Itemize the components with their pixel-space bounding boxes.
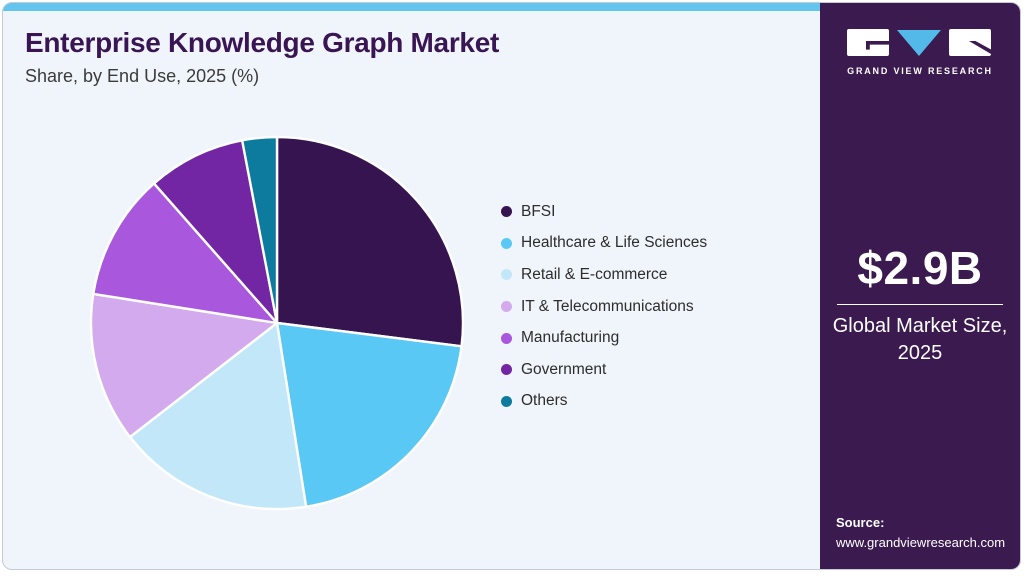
legend-swatch-icon bbox=[501, 364, 512, 376]
legend-label: Manufacturing bbox=[521, 329, 620, 347]
legend-swatch-icon bbox=[501, 206, 512, 218]
pie-slice-government bbox=[152, 139, 279, 325]
pie-slice-it-telecommunications bbox=[89, 292, 279, 439]
logo-r-slash bbox=[969, 41, 991, 54]
legend-item-bfsi: BFSI bbox=[501, 196, 707, 228]
logo-g-notch bbox=[866, 41, 889, 50]
pie-slice-bfsi bbox=[275, 135, 465, 348]
header: Enterprise Knowledge Graph Market Share,… bbox=[25, 27, 499, 87]
sidebar: GRAND VIEW RESEARCH $2.9B Global Market … bbox=[820, 3, 1020, 569]
legend-swatch-icon bbox=[501, 269, 512, 281]
brand-name: GRAND VIEW RESEARCH bbox=[847, 66, 993, 76]
legend-label: Government bbox=[521, 360, 607, 378]
market-size-value: $2.9B bbox=[857, 242, 983, 294]
divider bbox=[837, 304, 1003, 305]
legend-item-manufacturing: Manufacturing bbox=[501, 322, 707, 354]
pie-chart bbox=[89, 135, 465, 511]
legend-swatch-icon bbox=[501, 395, 512, 407]
pie-slice-manufacturing bbox=[92, 182, 279, 325]
page-subtitle: Share, by End Use, 2025 (%) bbox=[25, 66, 260, 86]
legend: BFSI Healthcare & Life Sciences Retail & E… bbox=[501, 196, 707, 417]
legend-label: Healthcare & Life Sciences bbox=[521, 234, 708, 252]
legend-label: IT & Telecommunications bbox=[521, 297, 694, 315]
legend-item-retail-e-commerce: Retail & E-commerce bbox=[501, 259, 707, 291]
legend-label: BFSI bbox=[521, 202, 556, 220]
logo-v-triangle bbox=[897, 30, 941, 56]
pie-slice-retail-e-commerce bbox=[128, 321, 308, 511]
legend-label: Others bbox=[521, 392, 568, 410]
source-block: Source: www.grandviewresearch.com bbox=[836, 513, 1005, 553]
legend-item-healthcare-life-sciences: Healthcare & Life Sciences bbox=[501, 228, 707, 260]
logo-r-block bbox=[949, 29, 991, 56]
pie-slice-others bbox=[240, 135, 279, 325]
legend-swatch-icon bbox=[501, 237, 512, 249]
market-size-label: Global Market Size, 2025 bbox=[832, 315, 1008, 364]
source-url-link[interactable]: www.grandviewresearch.com bbox=[836, 534, 1006, 550]
legend-item-it-telecommunications: IT & Telecommunications bbox=[501, 291, 707, 323]
pie-slice-healthcare-life-sciences bbox=[275, 321, 463, 508]
page-title: Enterprise Knowledge Graph Market bbox=[25, 27, 499, 58]
legend-swatch-icon bbox=[501, 332, 512, 344]
legend-item-others: Others bbox=[501, 386, 707, 418]
gvr-logo-icon bbox=[847, 29, 991, 56]
legend-swatch-icon bbox=[501, 301, 512, 313]
brand: GRAND VIEW RESEARCH bbox=[820, 29, 1020, 76]
legend-label: Retail & E-commerce bbox=[521, 265, 668, 283]
pie-chart-area bbox=[89, 135, 465, 511]
top-accent-bar bbox=[3, 3, 820, 11]
legend-item-government: Government bbox=[501, 354, 707, 386]
source-label: Source: bbox=[836, 514, 885, 530]
market-size-block: $2.9B Global Market Size, 2025 bbox=[820, 241, 1020, 367]
